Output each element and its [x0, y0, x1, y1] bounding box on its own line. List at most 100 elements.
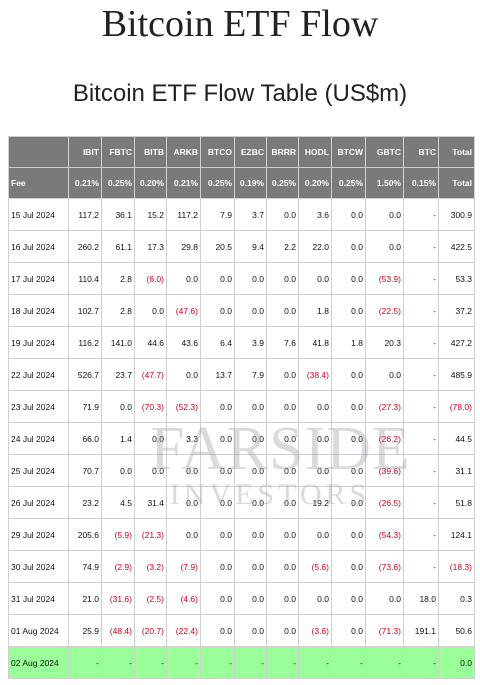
- value-cell: 0.0: [365, 198, 404, 231]
- value-cell: 0.0: [365, 230, 404, 263]
- value-cell: 0.0: [331, 582, 366, 615]
- value-cell: 300.9: [438, 198, 475, 231]
- value-cell: (5.9): [101, 518, 135, 551]
- value-cell: 526.7: [68, 358, 102, 391]
- value-cell: 0.0: [134, 294, 167, 327]
- fee-cell-7: 0.25%: [266, 167, 299, 199]
- value-cell: 117.2: [166, 198, 201, 231]
- value-cell: (3.6): [298, 614, 332, 647]
- value-cell: 0.0: [200, 262, 235, 295]
- value-cell: 0.0: [234, 518, 267, 551]
- date-cell: 31 Jul 2024: [8, 582, 69, 615]
- value-cell: 0.0: [331, 486, 366, 519]
- table-row: 17 Jul 2024 110.4 2.8 (6.0) 0.0 0.0 0.0 0.0 0.0 0…: [8, 262, 475, 295]
- fee-cell-0: Fee: [8, 167, 69, 199]
- value-cell: 23.2: [68, 486, 102, 519]
- value-cell: 0.0: [166, 518, 201, 551]
- value-cell: 0.0: [266, 358, 299, 391]
- value-cell: 0.0: [200, 550, 235, 583]
- value-cell: -: [403, 326, 439, 359]
- value-cell: 0.0: [166, 358, 201, 391]
- value-cell: 0.0: [200, 518, 235, 551]
- value-cell: 117.2: [68, 198, 102, 231]
- value-cell: 0.0: [438, 646, 475, 679]
- fee-cell-12: Total: [438, 167, 475, 199]
- value-cell: 0.0: [298, 262, 332, 295]
- value-cell: 71.9: [68, 390, 102, 423]
- value-cell: 0.0: [200, 486, 235, 519]
- value-cell: -: [403, 230, 439, 263]
- fee-cell-2: 0.25%: [101, 167, 135, 199]
- value-cell: 0.0: [298, 422, 332, 455]
- column-header-11: BTC: [403, 136, 439, 168]
- value-cell: -: [403, 454, 439, 487]
- value-cell: (3.2): [134, 550, 167, 583]
- value-cell: -: [403, 518, 439, 551]
- value-cell: 44.6: [134, 326, 167, 359]
- value-cell: -: [331, 646, 366, 679]
- value-cell: 0.0: [266, 550, 299, 583]
- value-cell: 21.0: [68, 582, 102, 615]
- value-cell: 2.8: [101, 262, 135, 295]
- table-row: 23 Jul 2024 71.9 0.0 (70.3) (52.3) 0.0 0.0 0.0 0…: [8, 390, 475, 423]
- value-cell: 260.2: [68, 230, 102, 263]
- table-row: 30 Jul 2024 74.9 (2.9) (3.2) (7.9) 0.0 0.0 0.0(…: [8, 550, 475, 583]
- date-cell: 02 Aug 2024: [8, 646, 69, 679]
- value-cell: 1.8: [331, 326, 366, 359]
- column-header-9: BTCW: [331, 136, 366, 168]
- value-cell: 0.0: [166, 486, 201, 519]
- value-cell: -: [298, 646, 332, 679]
- value-cell: -: [403, 262, 439, 295]
- date-cell: 18 Jul 2024: [8, 294, 69, 327]
- value-cell: 0.0: [234, 486, 267, 519]
- value-cell: 15.2: [134, 198, 167, 231]
- table-row: 01 Aug 2024 25.9 (48.4) (20.7) (22.4) 0.0 0.0 0…: [8, 614, 475, 647]
- value-cell: 427.2: [438, 326, 475, 359]
- value-cell: 0.0: [234, 294, 267, 327]
- value-cell: -: [403, 294, 439, 327]
- table-row: 15 Jul 2024 117.2 36.1 15.2 117.2 7.9 3.7 0.0 3.…: [8, 198, 475, 231]
- value-cell: (38.4): [298, 358, 332, 391]
- value-cell: 0.0: [200, 614, 235, 647]
- value-cell: 0.0: [266, 198, 299, 231]
- value-cell: 0.0: [365, 358, 404, 391]
- value-cell: -: [101, 646, 135, 679]
- value-cell: -: [266, 646, 299, 679]
- value-cell: 0.0: [331, 390, 366, 423]
- value-cell: 1.4: [101, 422, 135, 455]
- value-cell: 0.0: [266, 422, 299, 455]
- value-cell: -: [403, 646, 439, 679]
- value-cell: (21.3): [134, 518, 167, 551]
- value-cell: 20.5: [200, 230, 235, 263]
- value-cell: -: [365, 646, 404, 679]
- value-cell: 0.0: [266, 518, 299, 551]
- value-cell: 1.8: [298, 294, 332, 327]
- value-cell: 0.0: [331, 294, 366, 327]
- value-cell: 0.0: [331, 262, 366, 295]
- value-cell: 102.7: [68, 294, 102, 327]
- value-cell: 3.7: [234, 198, 267, 231]
- page-title: Bitcoin ETF Flow: [101, 3, 379, 45]
- value-cell: 0.0: [365, 582, 404, 615]
- value-cell: 2.2: [266, 230, 299, 263]
- value-cell: 0.0: [331, 550, 366, 583]
- table-header: IBIT FBTC BITB ARKB BTCO EZBC BRRR HODL BTCW GBTC…: [8, 136, 475, 199]
- value-cell: -: [403, 198, 439, 231]
- fee-cell-6: 0.19%: [234, 167, 267, 199]
- value-cell: (73.6): [365, 550, 404, 583]
- value-cell: 124.1: [438, 518, 475, 551]
- value-cell: 0.0: [266, 454, 299, 487]
- value-cell: 13.7: [200, 358, 235, 391]
- date-cell: 29 Jul 2024: [8, 518, 69, 551]
- column-header-3: BITB: [134, 136, 167, 168]
- column-header-6: EZBC: [234, 136, 267, 168]
- column-header-4: ARKB: [166, 136, 201, 168]
- value-cell: 0.0: [234, 614, 267, 647]
- column-header-0: [8, 136, 69, 168]
- value-cell: 18.0: [403, 582, 439, 615]
- table-row: 19 Jul 2024 116.2 141.0 44.6 43.6 6.4 3.9 7.6 41…: [8, 326, 475, 359]
- column-header-8: HODL: [298, 136, 332, 168]
- value-cell: 36.1: [101, 198, 135, 231]
- value-cell: 31.1: [438, 454, 475, 487]
- value-cell: 9.4: [234, 230, 267, 263]
